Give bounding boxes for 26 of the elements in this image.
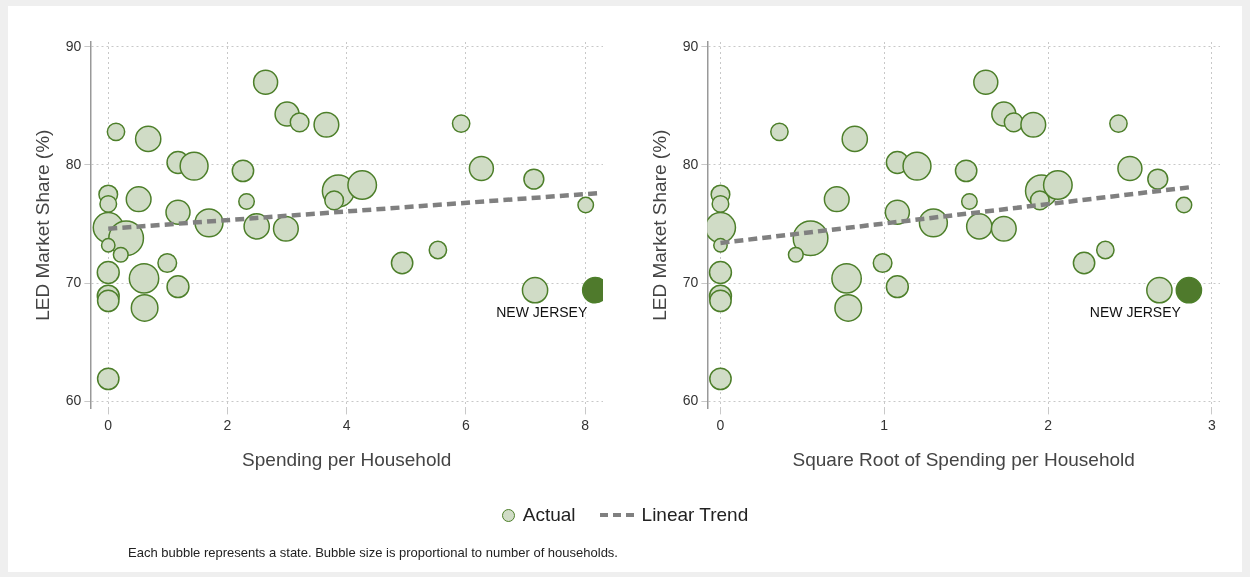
annotation: NEW JERSEY — [1089, 304, 1182, 321]
legend-label: Linear Trend — [641, 504, 749, 526]
x-axis-title: Square Root of Spending per Household — [792, 448, 1135, 470]
x-tick-label: 3 — [1207, 416, 1216, 433]
y-tick-label: 80 — [65, 155, 82, 172]
legend-label: Actual — [522, 504, 576, 526]
y-axis-title: LED Market Share (%) — [31, 129, 53, 321]
x-tick-label: 2 — [223, 416, 232, 433]
y-tick-label: 60 — [682, 392, 699, 409]
y-axis-title: LED Market Share (%) — [648, 129, 670, 321]
x-tick-label: 8 — [581, 416, 590, 433]
y-tick-label: 90 — [65, 37, 82, 54]
x-tick-label: 4 — [342, 416, 351, 433]
y-tick-label: 60 — [65, 392, 82, 409]
x-tick-label: 6 — [462, 416, 470, 433]
y-tick-label: 90 — [682, 37, 699, 54]
y-tick-label: 80 — [682, 155, 699, 172]
text: Each bubble represents a state. Bubble size is proportional to number of households. — [128, 545, 618, 560]
x-tick-label: 0 — [716, 416, 725, 433]
y-tick-label: 70 — [65, 273, 82, 290]
x-tick-label: 0 — [104, 416, 113, 433]
x-tick-label: 1 — [880, 416, 889, 433]
x-axis-title: Spending per Household — [242, 448, 452, 470]
annotation: NEW JERSEY — [496, 304, 588, 321]
y-tick-label: 70 — [682, 273, 699, 290]
x-tick-label: 2 — [1044, 416, 1053, 433]
